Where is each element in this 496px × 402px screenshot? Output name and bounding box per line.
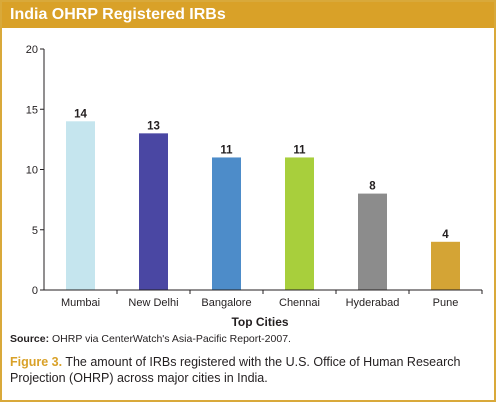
bar (66, 121, 95, 290)
bar (358, 193, 387, 290)
bar-value-label: 14 (74, 108, 87, 120)
bar-value-label: 11 (293, 144, 306, 156)
y-tick-label: 20 (26, 44, 38, 56)
x-axis-label: Top Cities (231, 315, 288, 328)
figure-caption: Figure 3. The amount of IRBs registered … (10, 354, 486, 386)
bar (285, 157, 314, 290)
chart-title: India OHRP Registered IRBs (2, 2, 494, 28)
y-tick-label: 10 (26, 165, 38, 177)
x-axis: Mumbai New Delhi Bangalore Chennai Hyderabad… (44, 289, 483, 309)
source-text: OHRP via CenterWatch's Asia-Pacific Repo… (52, 333, 291, 345)
bar-value-label: 13 (147, 120, 160, 132)
x-tick-label: New Delhi (128, 297, 178, 309)
source-note: Source: OHRP via CenterWatch's Asia-Paci… (10, 333, 291, 345)
y-tick-label: 0 (32, 285, 38, 297)
x-tick-label: Chennai (279, 297, 320, 309)
bar-value-label: 8 (369, 181, 376, 193)
bar-value-label: 4 (442, 229, 449, 241)
y-tick-label: 5 (32, 225, 38, 237)
x-tick-label: Hyderabad (346, 297, 400, 309)
x-tick-label: Bangalore (201, 297, 251, 309)
y-tick-label: 15 (26, 104, 38, 116)
bar (212, 157, 241, 290)
figure-label: Figure 3. (10, 355, 63, 369)
bar (139, 133, 168, 290)
source-label: Source: (10, 333, 50, 345)
bar-value-label: 11 (220, 144, 233, 156)
bar-chart: 0 5 10 15 20 14 13 11 11 8 4 Mumbai New Delhi Banga… (26, 44, 483, 328)
x-tick-label: Mumbai (61, 297, 100, 309)
bars: 14 13 11 11 8 4 (66, 108, 460, 290)
caption-text: The amount of IRBs registered with the U… (10, 355, 461, 385)
y-axis: 0 5 10 15 20 (26, 44, 45, 297)
x-tick-label: Pune (433, 297, 459, 309)
bar (431, 241, 460, 290)
